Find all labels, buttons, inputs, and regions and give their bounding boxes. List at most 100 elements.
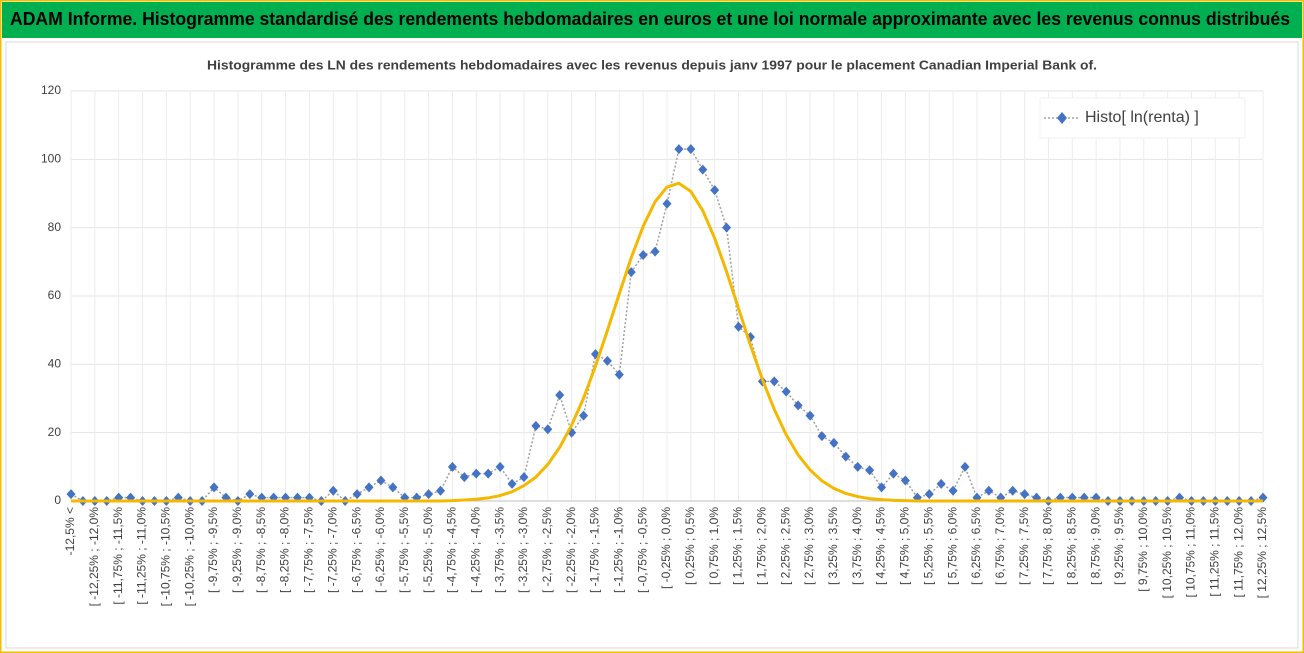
x-tick-label: [ -10,75% ; -10,5% xyxy=(159,507,173,607)
x-tick-label: [ -9,25% ; -9,0% xyxy=(230,507,244,593)
marker xyxy=(245,489,255,500)
marker xyxy=(555,390,565,401)
x-tick-label: [ -8,25% ; -8,0% xyxy=(278,507,292,593)
marker xyxy=(900,475,910,486)
marker xyxy=(888,468,898,479)
normal-curve xyxy=(71,181,1263,503)
marker xyxy=(483,468,493,479)
marker xyxy=(984,485,994,496)
x-tick-label: [ -1,75% ; -1,5% xyxy=(588,507,602,593)
marker xyxy=(877,482,887,493)
x-tick-label: [ -2,25% ; -2,0% xyxy=(564,507,578,593)
x-tick-label: [ -6,25% ; -6,0% xyxy=(373,507,387,593)
legend-label: Histo[ ln(renta) ] xyxy=(1085,109,1199,126)
x-tick-label: [ -4,75% ; -4,5% xyxy=(445,507,459,593)
x-tick-label: [ 8,25% ; 8,5% xyxy=(1064,507,1078,585)
x-tick-label: [ 12,25% ; 12,5% xyxy=(1255,507,1269,599)
x-tick-label: [ -1,25% ; -1,0% xyxy=(611,507,625,593)
x-tick-label: [ 0,75% ; 1,0% xyxy=(707,507,721,585)
x-tick-label: [ 11,75% ; 12,0% xyxy=(1231,507,1245,598)
y-tick-label: 20 xyxy=(48,425,62,439)
marker xyxy=(519,472,529,483)
marker xyxy=(614,369,624,380)
x-tick-label: [ 4,25% ; 4,5% xyxy=(874,507,888,585)
marker xyxy=(328,485,338,496)
marker xyxy=(436,485,446,496)
x-tick-label: [ -9,75% ; -9,5% xyxy=(206,507,220,593)
x-tick-label: [ 0,25% ; 0,5% xyxy=(683,507,697,585)
marker xyxy=(698,164,708,175)
x-tick-label: [ 5,25% ; 5,5% xyxy=(921,507,935,585)
x-tick-label: [ 6,25% ; 6,5% xyxy=(969,507,983,585)
marker xyxy=(650,246,660,257)
marker xyxy=(829,437,839,448)
x-tick-label: [ 9,75% ; 10,0% xyxy=(1136,507,1150,592)
x-tick-label: [ 6,75% ; 7,0% xyxy=(993,507,1007,585)
x-tick-label: [ 7,75% ; 8,0% xyxy=(1041,507,1055,585)
x-tick-label: [ -6,75% ; -6,5% xyxy=(349,507,363,593)
x-tick-label: [ -10,25% ; -10,0% xyxy=(182,507,196,607)
marker xyxy=(531,420,541,431)
x-tick-label: [ 3,25% ; 3,5% xyxy=(826,507,840,585)
marker xyxy=(638,250,648,260)
marker xyxy=(865,465,875,476)
x-tick-label: [ -5,25% ; -5,0% xyxy=(421,507,435,593)
legend xyxy=(1039,97,1246,139)
legend-marker xyxy=(1057,112,1067,124)
marker xyxy=(805,410,815,421)
chart-title: Histogramme des LN des rendements hebdom… xyxy=(207,57,1097,72)
marker xyxy=(1020,489,1030,500)
x-tick-label: [ 2,75% ; 3,0% xyxy=(802,507,816,585)
marker xyxy=(1008,485,1018,496)
marker xyxy=(388,482,398,493)
x-tick-label: [ -11,25% ; -11,0% xyxy=(135,507,149,605)
x-tick-label: [ -0,75% ; -0,5% xyxy=(635,507,649,593)
marker xyxy=(710,185,720,196)
marker xyxy=(364,482,374,493)
x-tick-label: [ 2,25% ; 2,5% xyxy=(778,507,792,585)
x-tick-label: [ -5,75% ; -5,5% xyxy=(397,507,411,593)
x-tick-label: [ -11,75% ; -11,5% xyxy=(111,507,125,605)
x-tick-label: [ -7,25% ; -7,0% xyxy=(325,507,339,593)
chart-area xyxy=(5,41,1299,649)
marker xyxy=(924,489,934,500)
marker xyxy=(209,482,219,493)
y-tick-label: 40 xyxy=(48,357,62,371)
x-tick-label: [ -4,25% ; -4,0% xyxy=(468,507,482,593)
marker xyxy=(579,410,589,421)
x-tick-label: [ 11,25% ; 11,5% xyxy=(1207,507,1221,597)
x-tick-label: [ -3,75% ; -3,5% xyxy=(492,507,506,593)
x-tick-label: [ -8,75% ; -8,5% xyxy=(254,507,268,593)
x-tick-label: [ 1,25% ; 1,5% xyxy=(731,507,745,585)
marker xyxy=(936,478,946,489)
title-bar xyxy=(2,2,1302,38)
marker xyxy=(495,461,505,472)
marker xyxy=(459,472,469,483)
marker xyxy=(817,431,827,442)
marker xyxy=(793,400,803,411)
page-title: ADAM Informe. Histogramme standardisé de… xyxy=(10,9,1290,29)
marker xyxy=(471,468,481,479)
marker xyxy=(352,489,362,500)
x-tick-label: [ -2,75% ; -2,5% xyxy=(540,507,554,593)
marker xyxy=(960,461,970,472)
y-tick-label: 60 xyxy=(48,288,62,302)
x-tick-label: [ 1,75% ; 2,0% xyxy=(755,507,769,585)
y-tick-label: 0 xyxy=(54,493,61,507)
y-tick-label: 100 xyxy=(41,152,61,166)
marker xyxy=(447,461,457,472)
marker xyxy=(602,355,612,366)
marker xyxy=(626,267,636,278)
marker xyxy=(686,144,696,155)
x-tick-label: [ -3,25% ; -3,0% xyxy=(516,507,530,593)
x-tick-label: [ 4,75% ; 5,0% xyxy=(898,507,912,585)
y-tick-label: 80 xyxy=(48,220,62,234)
marker xyxy=(734,321,744,332)
marker xyxy=(424,489,434,500)
marker xyxy=(376,475,386,486)
marker xyxy=(674,144,684,155)
x-tick-label: [ 10,75% ; 11,0% xyxy=(1184,507,1198,598)
x-tick-label: -12,5% < xyxy=(63,507,77,555)
marker xyxy=(769,376,779,387)
marker xyxy=(781,386,791,397)
